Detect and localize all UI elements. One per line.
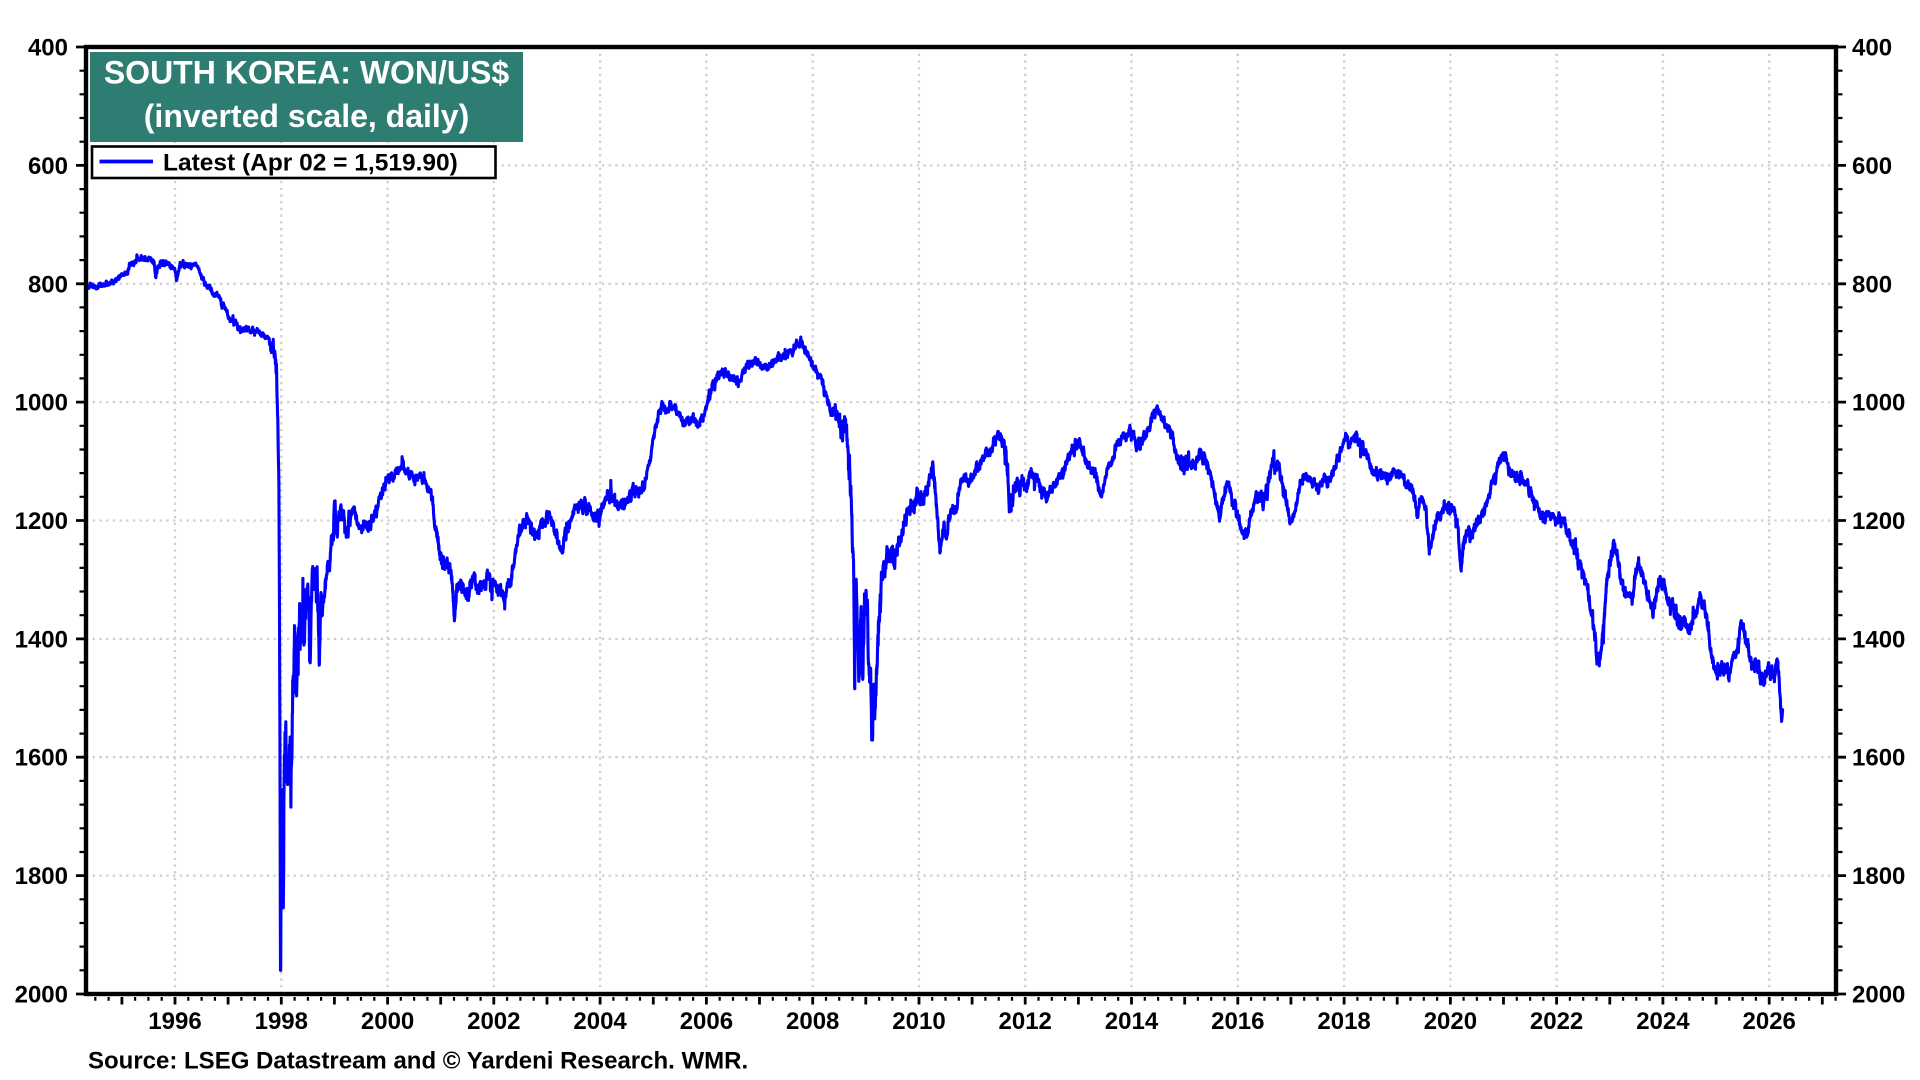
svg-text:800: 800 [28, 271, 68, 298]
svg-text:2004: 2004 [573, 1008, 627, 1035]
svg-text:SOUTH KOREA: WON/US$: SOUTH KOREA: WON/US$ [104, 55, 510, 91]
svg-text:2000: 2000 [1852, 982, 1905, 1009]
svg-text:1800: 1800 [1852, 863, 1905, 890]
svg-text:2024: 2024 [1636, 1008, 1690, 1035]
svg-text:2014: 2014 [1105, 1008, 1159, 1035]
svg-text:1600: 1600 [1852, 745, 1905, 772]
svg-text:1200: 1200 [1852, 508, 1905, 535]
svg-text:Source: LSEG Datastream and ©: Source: LSEG Datastream and © Yardeni Re… [88, 1048, 748, 1075]
svg-text:2018: 2018 [1317, 1008, 1370, 1035]
svg-text:2002: 2002 [467, 1008, 520, 1035]
svg-text:2000: 2000 [361, 1008, 414, 1035]
svg-text:800: 800 [1852, 271, 1892, 298]
svg-text:1600: 1600 [15, 745, 68, 772]
svg-text:(inverted scale, daily): (inverted scale, daily) [144, 98, 469, 134]
svg-text:600: 600 [28, 153, 68, 180]
svg-text:600: 600 [1852, 153, 1892, 180]
svg-text:Latest (Apr 02 = 1,519.90): Latest (Apr 02 = 1,519.90) [163, 150, 458, 177]
svg-text:2022: 2022 [1530, 1008, 1583, 1035]
svg-text:2016: 2016 [1211, 1008, 1264, 1035]
svg-text:1400: 1400 [15, 626, 68, 653]
svg-text:2006: 2006 [680, 1008, 733, 1035]
svg-text:1000: 1000 [1852, 390, 1905, 417]
svg-text:2026: 2026 [1743, 1008, 1796, 1035]
svg-text:1000: 1000 [15, 390, 68, 417]
svg-text:2008: 2008 [786, 1008, 839, 1035]
svg-text:400: 400 [28, 35, 68, 62]
svg-text:1400: 1400 [1852, 626, 1905, 653]
svg-text:1800: 1800 [15, 863, 68, 890]
svg-text:2012: 2012 [999, 1008, 1052, 1035]
svg-text:2020: 2020 [1424, 1008, 1477, 1035]
svg-text:1998: 1998 [255, 1008, 308, 1035]
svg-text:1200: 1200 [15, 508, 68, 535]
svg-text:400: 400 [1852, 35, 1892, 62]
svg-text:2010: 2010 [892, 1008, 945, 1035]
svg-text:2000: 2000 [15, 982, 68, 1009]
svg-text:1996: 1996 [148, 1008, 201, 1035]
